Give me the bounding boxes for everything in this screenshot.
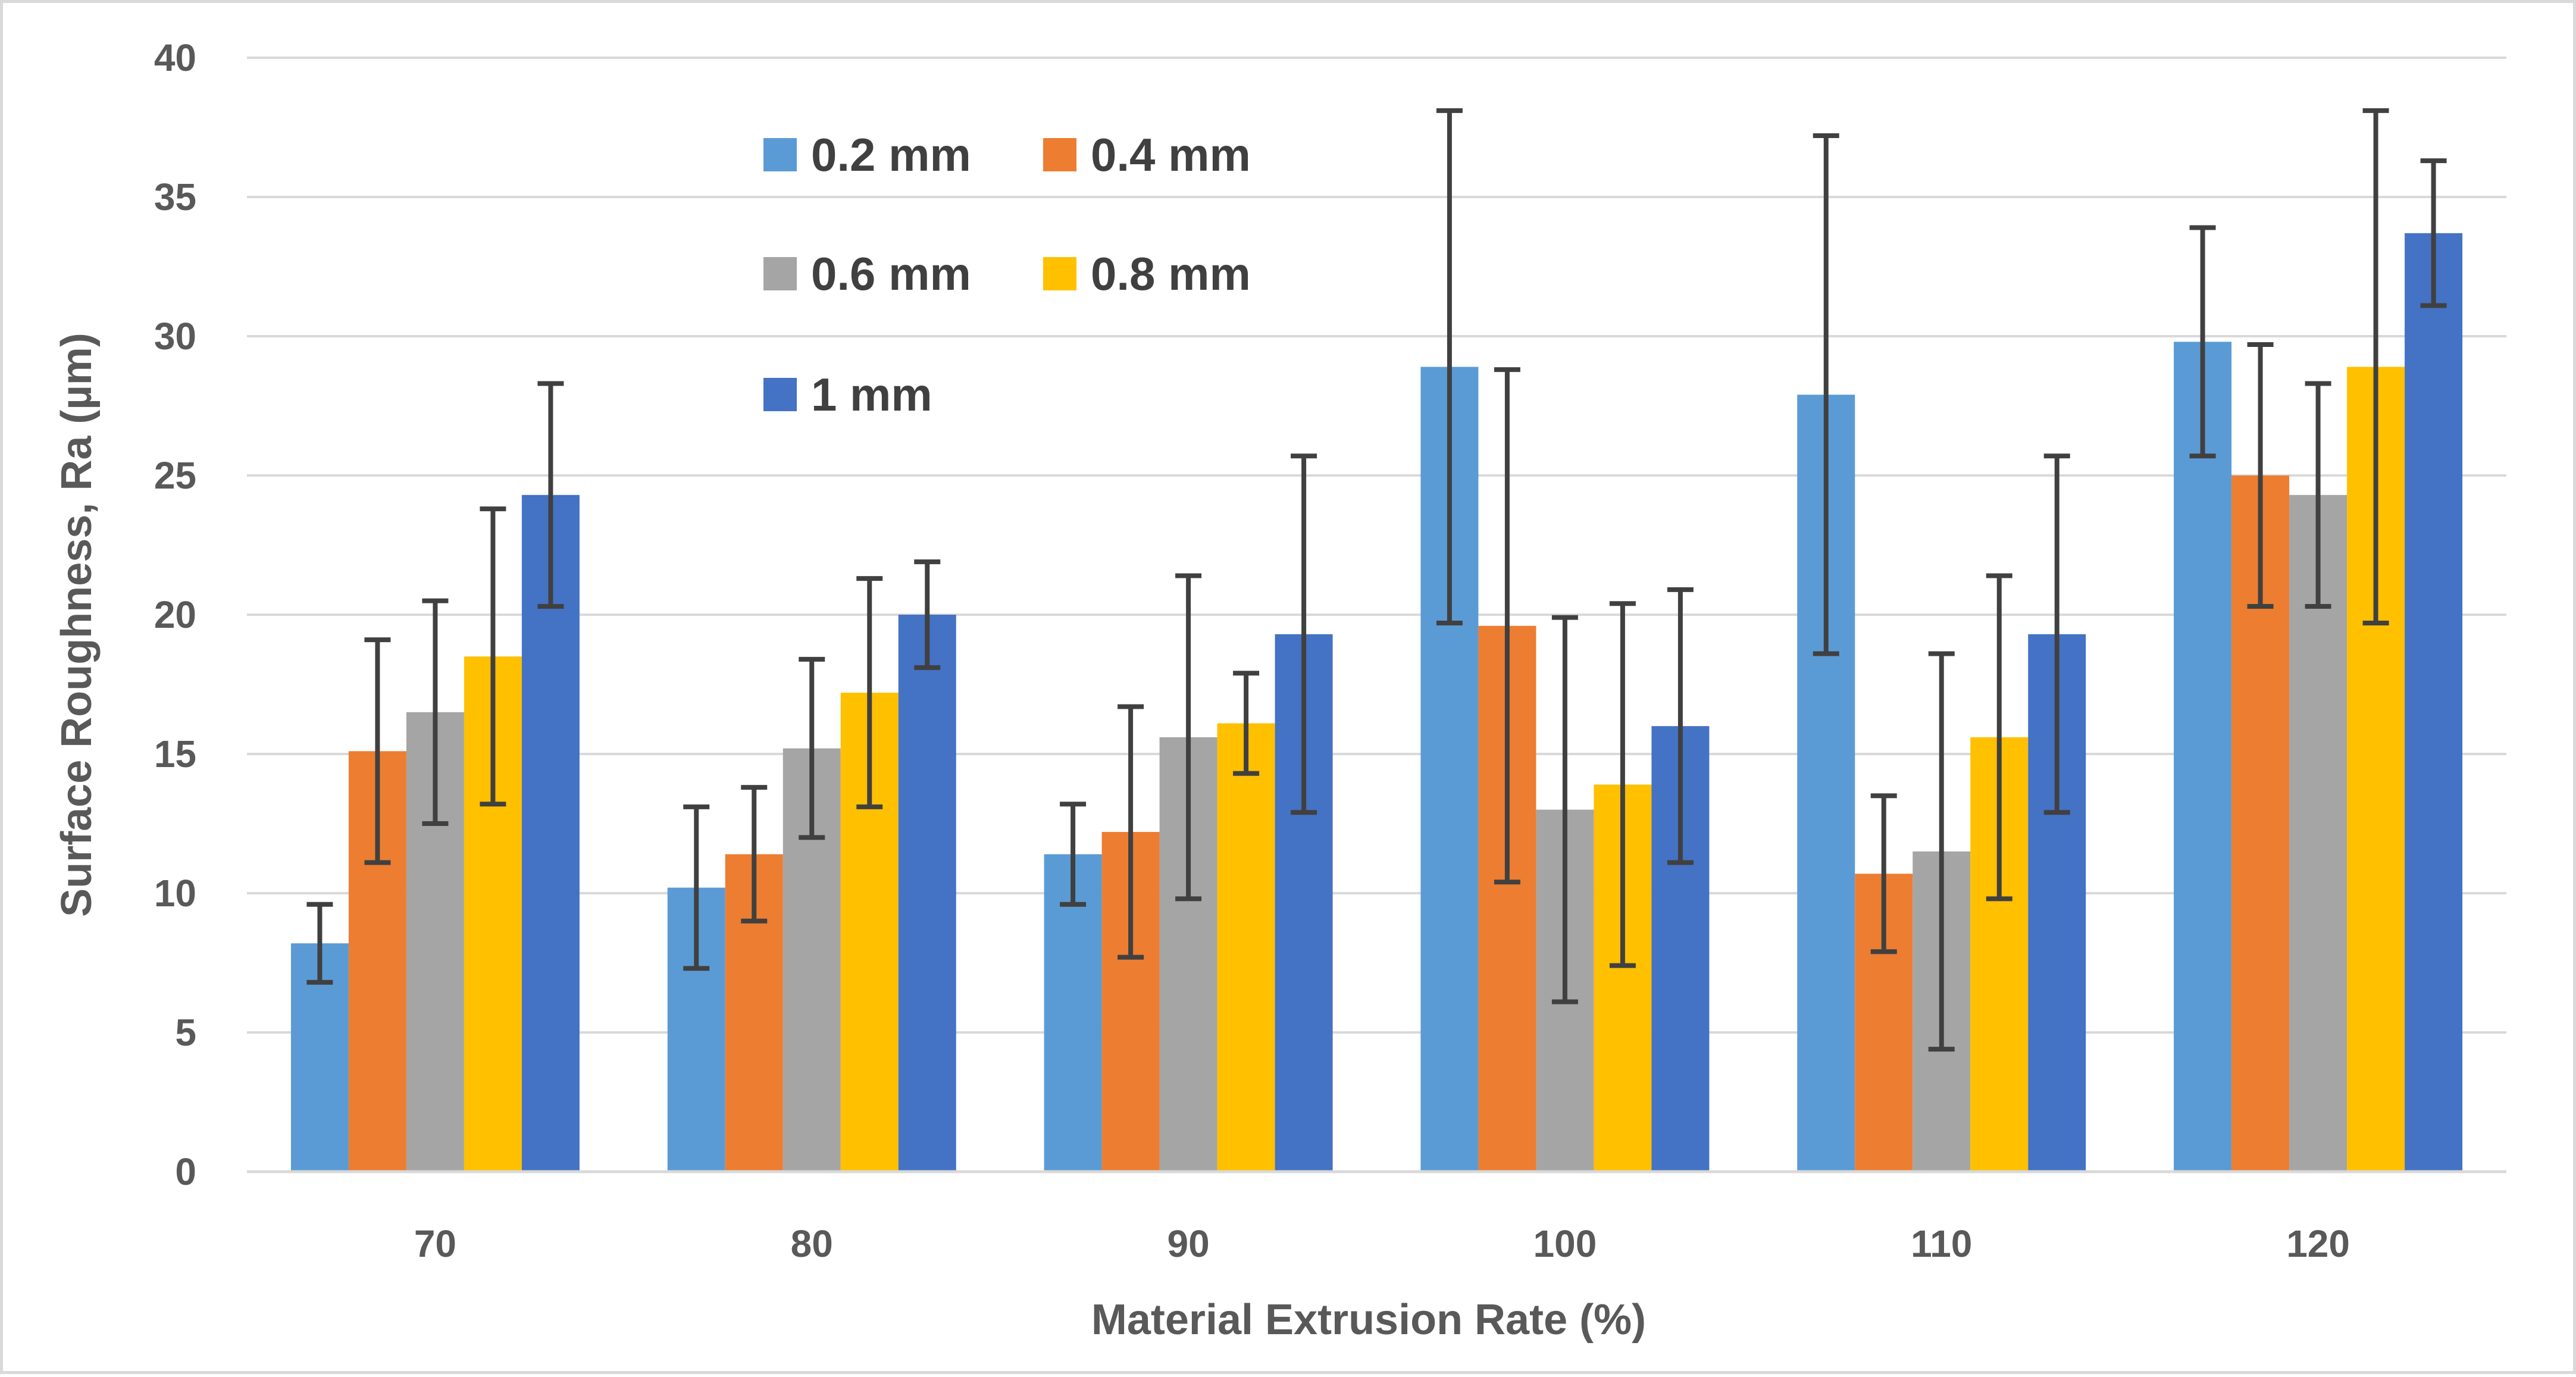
legend: 0.2 mm 0.4 mm 0.6 mm 0.8 mm 1 mm [763,129,1251,421]
y-tick-label: 5 [175,1011,196,1054]
x-tick-label: 120 [2286,1222,2350,1265]
y-tick-label: 25 [154,454,196,497]
error-bars [306,108,2447,1052]
x-tick-label: 110 [1911,1222,1972,1265]
gridlines [247,57,2506,1034]
y-tick-label: 0 [175,1150,196,1193]
bar [1217,723,1275,1172]
bars [290,233,2463,1172]
y-axis-title: Surface Roughness, Ra (µm) [53,333,101,917]
bar [1044,854,1102,1172]
legend-label: 0.2 mm [811,129,971,181]
y-tick-label: 35 [154,176,196,218]
bar [2174,342,2232,1172]
y-tick-label: 15 [154,733,196,775]
legend-label: 0.6 mm [811,248,971,300]
legend-swatch [1043,138,1076,171]
x-tick-label: 90 [1167,1222,1209,1265]
x-tick-label: 80 [791,1222,833,1265]
axes: 0 5 10 15 20 25 30 35 40 70 80 90 100 110 120 [154,36,2506,1265]
y-tick-label: 20 [154,593,196,636]
y-tick-label: 40 [154,36,196,79]
legend-label: 0.4 mm [1091,129,1251,181]
legend-swatch [763,378,797,411]
y-tick-label: 10 [154,872,196,915]
legend-swatch [1043,257,1076,290]
bar [898,615,956,1172]
legend-label: 0.8 mm [1091,248,1251,300]
x-axis-title: Material Extrusion Rate (%) [1091,1296,1646,1344]
legend-swatch [763,257,797,290]
y-tick-label: 30 [154,315,196,358]
legend-swatch [763,138,797,171]
x-tick-label: 70 [414,1222,456,1265]
bar [2405,233,2463,1172]
legend-label: 1 mm [811,368,932,421]
x-tick-label: 100 [1533,1222,1597,1265]
